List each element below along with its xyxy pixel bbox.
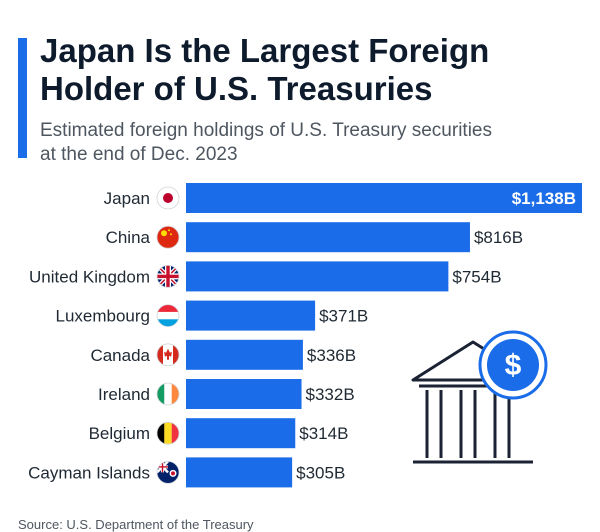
cayman-islands-flag-icon [156,460,180,484]
bar-chart: Japan $1,138B China $816B United Kingdom $754… [28,183,582,488]
bar [186,379,302,409]
data-label: $336B [307,346,356,365]
united-kingdom-flag-icon [156,265,180,288]
data-label: $314B [299,424,348,443]
bank-building-dollar-icon: $ [411,330,548,464]
china-flag-icon [156,225,180,249]
bar [186,183,582,213]
luxembourg-flag-icon [156,304,180,328]
chart-title-line-2: Holder of U.S. Treasuries [40,70,433,107]
ireland-flag-icon [156,382,180,406]
belgium-flag-icon [156,421,180,445]
canada-flag-icon [156,343,180,367]
category-label: Japan [104,189,150,208]
chart-title: Japan Is the Largest Foreign Holder of U… [40,32,580,108]
bar [186,339,303,370]
data-label: $305B [296,463,345,482]
chart-title-line-1: Japan Is the Largest Foreign [40,32,490,69]
bar-row-canada: Canada $336B [90,339,356,370]
chart-subtitle-line-1: Estimated foreign holdings of U.S. Treas… [40,120,492,141]
data-label: $816B [474,228,523,247]
data-label: $754B [452,267,501,286]
bar [186,261,449,292]
data-label: $371B [319,307,368,326]
chart-subtitle: Estimated foreign holdings of U.S. Treas… [40,119,560,167]
bar-row-belgium: Belgium $314B [89,418,348,449]
bar-row-china: China $816B [106,222,523,253]
bar [186,300,316,331]
category-label: Belgium [89,424,150,443]
bar-row-united-kingdom: United Kingdom $754B [29,261,502,292]
category-label: Luxembourg [55,307,150,326]
category-label: China [106,228,151,247]
bar-row-ireland: Ireland $332B [98,379,355,409]
dollar-symbol: $ [505,349,522,382]
category-label: Ireland [98,385,150,404]
category-label: United Kingdom [29,267,150,286]
bar-row-japan: Japan $1,138B [104,183,582,213]
chart-subtitle-line-2: at the end of Dec. 2023 [40,144,238,165]
title-accent-bar [18,38,27,158]
bar [186,222,470,253]
data-label: $1,138B [512,189,576,208]
japan-flag-icon [156,186,180,210]
bar-row-cayman-islands: Cayman Islands $305B [28,457,345,488]
bar [186,418,296,449]
bar-row-luxembourg: Luxembourg $371B [55,300,368,331]
source-note: Source: U.S. Department of the Treasury [18,517,254,532]
data-label: $332B [306,385,355,404]
category-label: Cayman Islands [28,463,150,482]
category-label: Canada [90,346,150,365]
bar [186,457,293,488]
